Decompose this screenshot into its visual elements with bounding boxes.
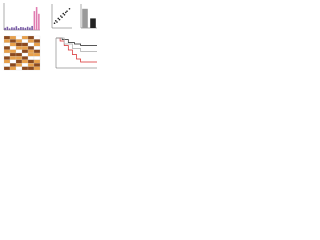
heatmap-cell: [27, 46, 35, 50]
survival-line: [56, 37, 97, 52]
heatmap-cell: [9, 63, 17, 67]
heatmap-cell: [3, 66, 11, 71]
heatmap-cell: [3, 35, 11, 40]
heatmap-cell: [15, 59, 23, 64]
heatmap-cell: [21, 59, 29, 64]
heatmap-cell: [33, 35, 41, 40]
bar: [38, 13, 40, 31]
point: [66, 10, 68, 12]
heatmap-cell: [21, 52, 29, 57]
heatmap-cell: [27, 39, 35, 43]
point: [61, 16, 63, 19]
heatmap-cell: [15, 52, 23, 57]
heatmap-cell: [27, 52, 35, 57]
heatmap-cell: [15, 39, 23, 43]
heatmap-cell: [9, 35, 17, 40]
bar: [82, 8, 88, 29]
heatmap-cell: [15, 49, 23, 54]
heatmap-cell: [33, 59, 41, 64]
point: [59, 15, 62, 17]
heatmap-cell: [27, 59, 35, 64]
survival-line: [56, 37, 97, 46]
point: [54, 20, 57, 22]
bar: [20, 27, 22, 30]
bar: [90, 18, 96, 28]
heatmap-cell: [3, 49, 11, 54]
heatmap-cell: [27, 56, 35, 60]
heatmap-cell: [21, 63, 29, 67]
heatmap-cell: [33, 66, 41, 71]
heatmap-cell: [3, 39, 11, 43]
heatmap-cell: [21, 39, 29, 43]
bar: [33, 11, 36, 30]
heatmap-cell: [9, 52, 17, 57]
figure: [3, 3, 97, 71]
point: [56, 21, 58, 23]
heatmap-cell: [27, 35, 35, 40]
point: [64, 11, 67, 14]
bar: [24, 27, 27, 30]
heatmap-cell: [3, 63, 11, 67]
heatmap-cell: [27, 42, 35, 47]
heatmap-cell: [3, 42, 11, 47]
heatmap-cell: [15, 56, 23, 60]
point: [63, 14, 66, 16]
bar: [26, 26, 29, 30]
bar: [11, 27, 13, 30]
heatmap-cell: [27, 63, 35, 67]
heatmap-cell: [3, 52, 11, 57]
heatmap-cell: [15, 35, 23, 40]
bar: [35, 7, 38, 31]
heatmap-cell: [15, 66, 23, 71]
heatmap-cell: [33, 46, 41, 50]
heatmap-cell: [15, 63, 23, 67]
heatmap-cell: [21, 66, 29, 71]
heatmap-cell: [9, 42, 17, 47]
bar: [4, 27, 6, 30]
heatmap-cell: [27, 49, 35, 54]
bar: [22, 27, 24, 30]
point: [62, 12, 65, 15]
bar: [6, 26, 9, 30]
bar: [29, 27, 31, 30]
point: [58, 18, 61, 21]
heatmap-cell: [3, 59, 11, 64]
heatmap-cell: [33, 42, 41, 47]
heatmap-cell: [3, 46, 11, 50]
heatmap-cell: [33, 56, 41, 60]
heatmap-cell: [33, 52, 41, 57]
heatmap-cell: [21, 42, 29, 47]
bar: [15, 26, 18, 30]
point: [53, 22, 56, 25]
heatmap-cell: [27, 66, 35, 71]
heatmap-cell: [9, 46, 17, 50]
heatmap-cell: [9, 39, 17, 43]
bar: [8, 28, 11, 30]
heatmap-cell: [21, 56, 29, 60]
bar: [17, 28, 20, 30]
point: [68, 8, 71, 10]
heatmap-cell: [15, 42, 23, 47]
heatmap-cell: [9, 66, 17, 71]
heatmap-cell: [9, 49, 17, 54]
heatmap-cell: [33, 63, 41, 67]
heatmap-cell: [21, 49, 29, 54]
heatmap-cell: [21, 35, 29, 40]
heatmap-cell: [21, 46, 29, 50]
page: {"chart_data":[ {"type":"bar","color":"#…: [0, 0, 320, 72]
survival-line: [56, 37, 97, 63]
bar: [31, 25, 33, 30]
heatmap-cell: [33, 49, 41, 54]
bar: [13, 27, 15, 30]
heatmap-cell: [33, 39, 41, 43]
point: [57, 17, 60, 20]
heatmap-cell: [15, 46, 23, 50]
heatmap-cell: [3, 56, 11, 60]
heatmap-cell: [9, 56, 17, 60]
heatmap-cell: [9, 59, 17, 64]
